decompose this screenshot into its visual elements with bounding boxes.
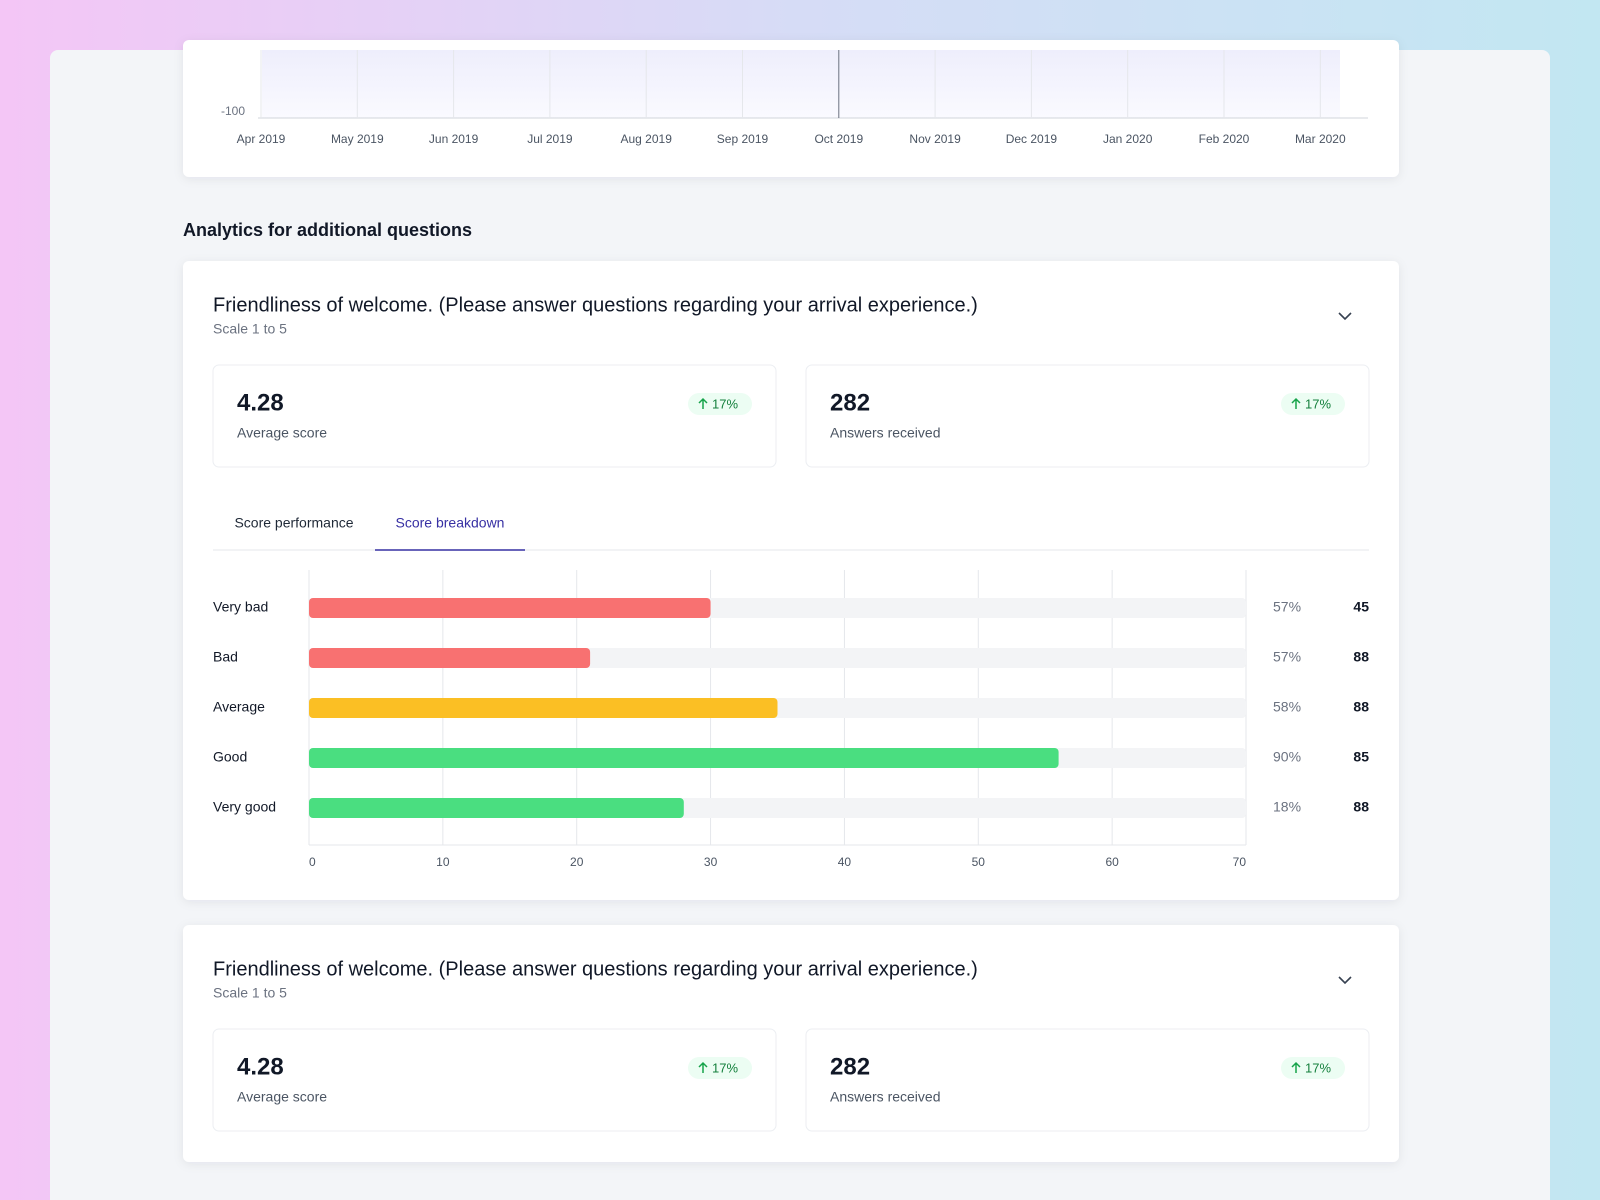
x-tick-label: Nov 2019 [909, 132, 961, 146]
x-tick-label: May 2019 [331, 132, 384, 146]
stat-box [212, 364, 777, 468]
chevron[interactable] [1338, 976, 1352, 985]
category-label: Very good [213, 799, 276, 815]
x-tick-label: Jun 2019 [429, 132, 479, 146]
bar [309, 798, 684, 818]
x-tick-label: Oct 2019 [814, 132, 863, 146]
count-label: 88 [1353, 799, 1369, 815]
x-tick-label: Apr 2019 [237, 132, 286, 146]
change-badge [688, 1057, 752, 1079]
x-tick-label: 0 [309, 855, 316, 869]
category-label: Very bad [213, 599, 268, 615]
stat-label: Average score [237, 425, 327, 441]
change-value: 17% [1305, 1060, 1331, 1075]
x-tick-label: Aug 2019 [621, 132, 673, 146]
category-label: Bad [213, 649, 238, 665]
category-label: Average [213, 699, 265, 715]
stat-label: Answers received [830, 1089, 941, 1105]
x-tick-label: 30 [704, 855, 718, 869]
share-label: 18% [1273, 799, 1301, 815]
share-label: 90% [1273, 749, 1301, 765]
stat-value: 4.28 [237, 389, 284, 416]
x-tick-label: 70 [1233, 855, 1247, 869]
chevron[interactable] [1338, 312, 1352, 321]
bar [309, 698, 778, 718]
stat-box [805, 1028, 1370, 1132]
bar [309, 598, 711, 618]
question-subtitle: Scale 1 to 5 [213, 321, 287, 337]
x-tick-label: Jul 2019 [527, 132, 573, 146]
up-arrow [1291, 1061, 1301, 1073]
count-label: 88 [1353, 699, 1369, 715]
stat-box [805, 364, 1370, 468]
up-arrow [698, 1061, 708, 1073]
section-title: Analytics for additional questions [183, 220, 472, 240]
bar [309, 748, 1059, 768]
change-value: 17% [712, 1060, 738, 1075]
y-tick-label: -100 [221, 104, 245, 118]
question-title: Friendliness of welcome. (Please answer … [213, 958, 978, 980]
tab[interactable]: Score performance [234, 515, 353, 531]
count-label: 45 [1353, 599, 1369, 615]
category-label: Good [213, 749, 247, 765]
question-title: Friendliness of welcome. (Please answer … [213, 294, 978, 316]
stat-label: Average score [237, 1089, 327, 1105]
stat-box [212, 1028, 777, 1132]
question-subtitle: Scale 1 to 5 [213, 985, 287, 1001]
count-label: 85 [1353, 749, 1369, 765]
x-tick-label: Dec 2019 [1006, 132, 1058, 146]
change-badge [688, 393, 752, 415]
change-badge [1281, 1057, 1345, 1079]
up-arrow [698, 397, 708, 409]
x-tick-label: Jan 2020 [1103, 132, 1153, 146]
stat-value: 282 [830, 1053, 870, 1080]
stat-label: Answers received [830, 425, 941, 441]
count-label: 88 [1353, 649, 1369, 665]
x-tick-label: Feb 2020 [1199, 132, 1250, 146]
up-arrow [1291, 397, 1301, 409]
share-label: 57% [1273, 649, 1301, 665]
x-tick-label: Mar 2020 [1295, 132, 1346, 146]
share-label: 58% [1273, 699, 1301, 715]
change-badge [1281, 393, 1345, 415]
change-value: 17% [712, 396, 738, 411]
x-tick-label: 20 [570, 855, 584, 869]
stat-value: 4.28 [237, 1053, 284, 1080]
x-tick-label: 50 [972, 855, 986, 869]
bar [309, 648, 591, 668]
x-tick-label: Sep 2019 [717, 132, 769, 146]
share-label: 57% [1273, 599, 1301, 615]
tab[interactable]: Score breakdown [396, 515, 505, 531]
x-tick-label: 60 [1105, 855, 1119, 869]
stat-value: 282 [830, 389, 870, 416]
change-value: 17% [1305, 396, 1331, 411]
x-tick-label: 40 [838, 855, 852, 869]
area-fill [262, 50, 1340, 118]
x-tick-label: 10 [436, 855, 450, 869]
